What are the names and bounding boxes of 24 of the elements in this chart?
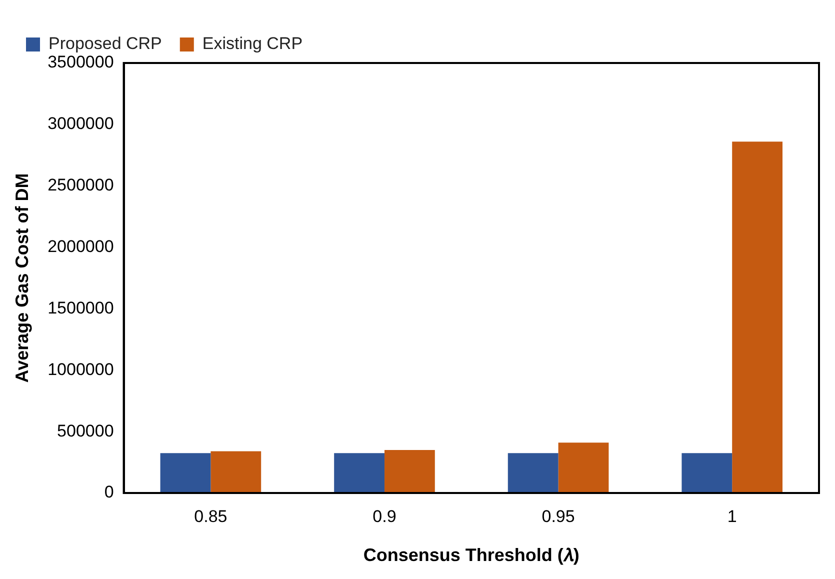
y-tick-label: 3000000 xyxy=(48,114,114,134)
y-tick-label: 0 xyxy=(104,482,114,502)
y-tick-label: 1500000 xyxy=(48,298,114,318)
bar xyxy=(210,451,262,493)
x-tick-label: 0.9 xyxy=(372,506,396,526)
bar xyxy=(508,453,558,493)
x-axis-title: Consensus Threshold (𝜆) xyxy=(363,545,580,566)
legend-label: Proposed CRP xyxy=(48,34,162,54)
bar xyxy=(732,142,782,493)
y-tick-label: 2000000 xyxy=(48,236,114,256)
y-tick-label: 1000000 xyxy=(48,360,114,379)
y-tick-label: 3500000 xyxy=(48,52,114,72)
legend-label: Existing CRP xyxy=(202,34,303,54)
bar xyxy=(558,442,609,493)
x-tick-label: 0.85 xyxy=(194,506,228,526)
y-tick-label: 2500000 xyxy=(48,176,114,195)
bar xyxy=(384,450,435,493)
x-tick-label: 0.95 xyxy=(542,506,575,526)
bar xyxy=(682,453,732,493)
y-tick-label: 500000 xyxy=(57,421,114,440)
bar xyxy=(334,453,384,493)
y-axis-title: Average Gas Cost of DM xyxy=(12,173,32,383)
x-tick-label: 1 xyxy=(727,506,737,526)
bar xyxy=(160,453,211,493)
